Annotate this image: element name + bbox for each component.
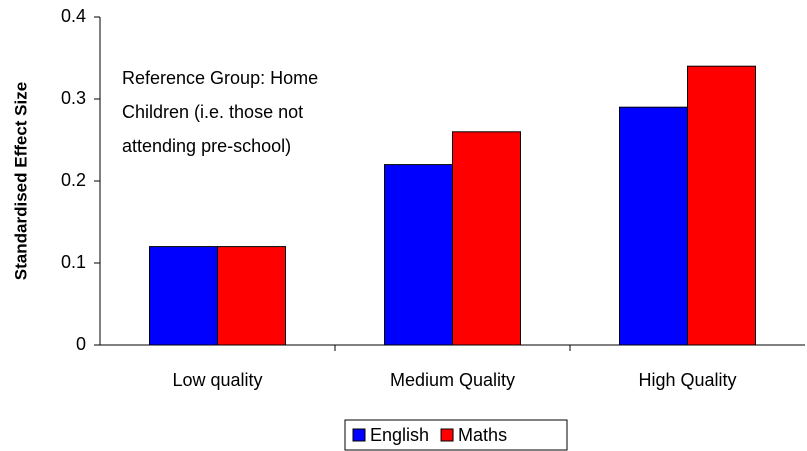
y-tick-label: 0.2 bbox=[61, 170, 86, 190]
y-tick-label: 0.1 bbox=[61, 252, 86, 272]
bar bbox=[687, 65, 756, 346]
annotation: Children (i.e. those not bbox=[122, 102, 303, 122]
x-tick-label: Medium Quality bbox=[390, 370, 515, 390]
x-tick-label: High Quality bbox=[638, 370, 736, 390]
y-axis-label: Standardised Effect Size bbox=[11, 82, 30, 280]
legend-box bbox=[344, 419, 568, 451]
bar bbox=[619, 106, 688, 346]
legend-swatch bbox=[440, 428, 454, 442]
legend-swatch bbox=[352, 428, 366, 442]
bar bbox=[149, 246, 218, 346]
bar bbox=[452, 131, 521, 346]
bar bbox=[384, 164, 453, 346]
annotation: attending pre-school) bbox=[122, 136, 291, 156]
legend-label: English bbox=[370, 425, 429, 445]
y-tick-label: 0.3 bbox=[61, 88, 86, 108]
y-tick-label: 0 bbox=[76, 334, 86, 354]
x-tick-label: Low quality bbox=[172, 370, 262, 390]
legend-label: Maths bbox=[458, 425, 507, 445]
annotation: Reference Group: Home bbox=[122, 68, 318, 88]
bar bbox=[217, 246, 286, 346]
y-tick-label: 0.4 bbox=[61, 6, 86, 26]
